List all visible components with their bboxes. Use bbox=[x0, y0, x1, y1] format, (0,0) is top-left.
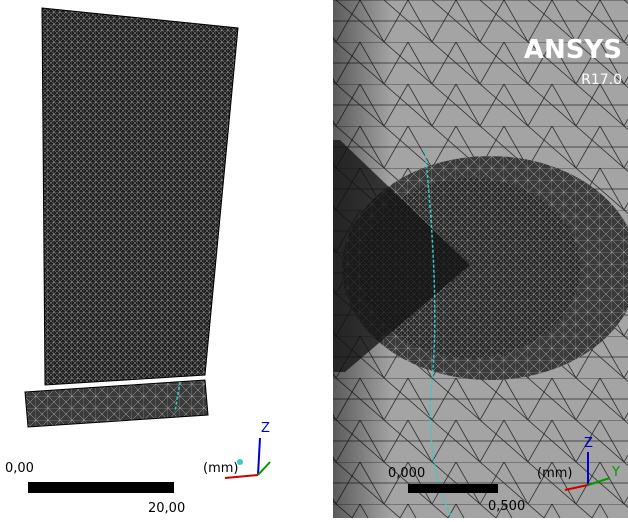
blade-mesh bbox=[42, 8, 238, 385]
logo-brand: ANSYS bbox=[524, 35, 622, 65]
scale-end: 0,500 bbox=[488, 499, 525, 514]
scale-bar bbox=[28, 482, 174, 493]
triad-z: Z bbox=[261, 421, 270, 436]
logo-version: R17.0 bbox=[581, 72, 622, 88]
screenshot: 0,00 20,00 (mm) Z ANSYS R17.0 0,000 0,50… bbox=[0, 0, 628, 518]
scale-start: 0,00 bbox=[5, 461, 34, 476]
triad-y: Y bbox=[611, 465, 620, 480]
triad-z: Z bbox=[584, 436, 593, 451]
scale-unit: (mm) bbox=[203, 461, 238, 476]
right-view: ANSYS R17.0 0,000 0,500 (mm) Z Y bbox=[333, 0, 628, 518]
scale-start: 0,000 bbox=[388, 466, 425, 481]
scale-end: 20,00 bbox=[148, 501, 185, 516]
left-view: 0,00 20,00 (mm) Z bbox=[5, 8, 270, 516]
scale-bar bbox=[408, 484, 498, 493]
scale-unit: (mm) bbox=[537, 466, 572, 481]
base-mesh bbox=[25, 380, 208, 427]
